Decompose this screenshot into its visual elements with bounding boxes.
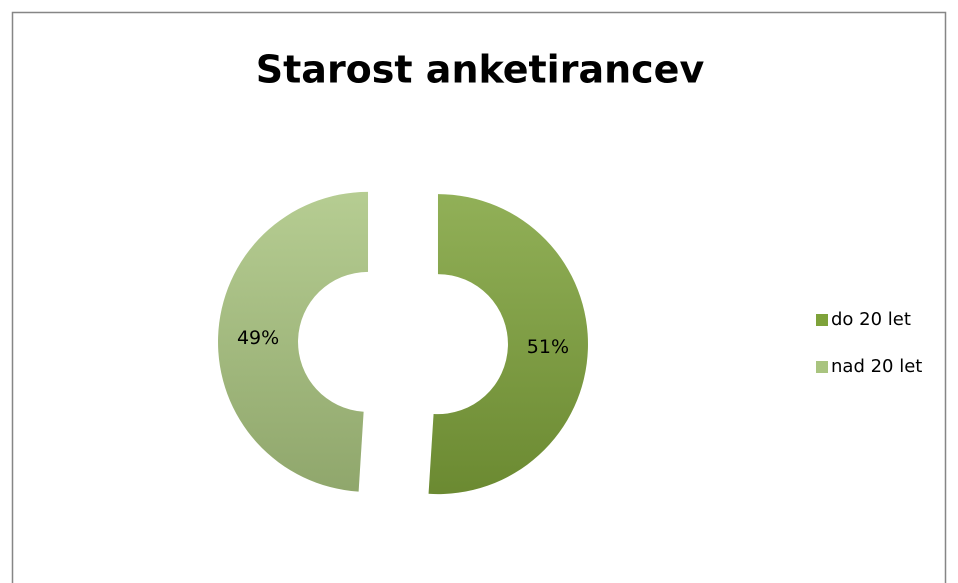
- segment-shade: [428, 194, 588, 495]
- segment-shade: [218, 191, 369, 492]
- legend-label: nad 20 let: [831, 356, 922, 377]
- legend-swatch: [816, 361, 828, 373]
- chart-frame: [11, 11, 947, 583]
- legend-swatch: [816, 314, 828, 326]
- value-label: 51%: [527, 336, 569, 358]
- chart-title: Starost anketirancev: [256, 48, 705, 92]
- value-label: 49%: [237, 327, 279, 349]
- legend-label: do 20 let: [831, 309, 911, 330]
